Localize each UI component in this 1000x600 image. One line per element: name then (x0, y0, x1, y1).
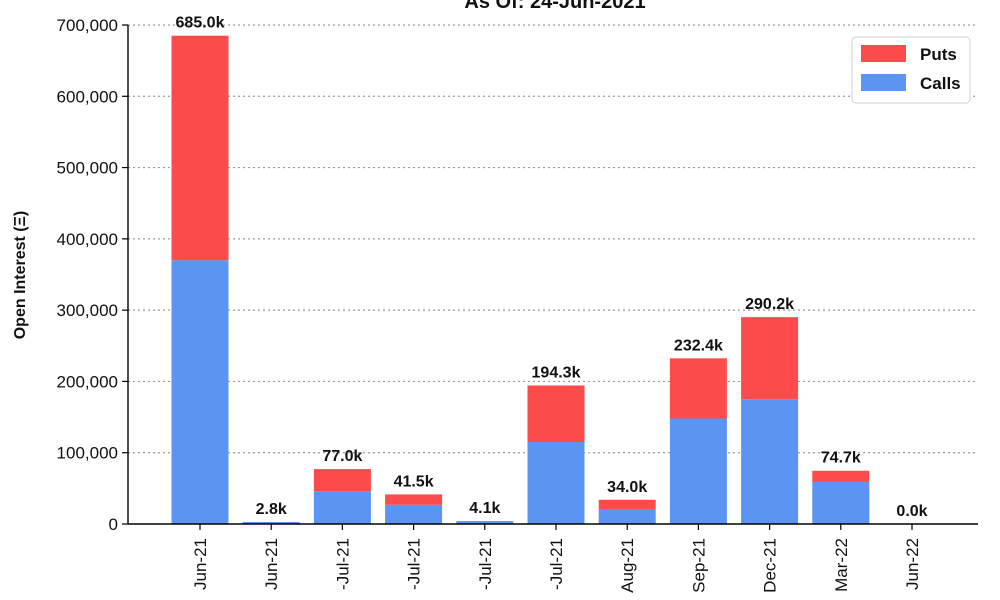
bar-total-label: 74.7k (821, 450, 861, 467)
axes (127, 25, 978, 525)
bar-calls (171, 260, 229, 524)
bars (171, 35, 870, 524)
bar-calls (242, 522, 300, 524)
bar-puts (171, 35, 229, 261)
bar-total-label: 4.1k (469, 500, 500, 517)
y-tick-label: 100,000 (57, 444, 118, 463)
y-axis-label: Open Interest (Ξ) (12, 211, 29, 340)
bar-puts (385, 494, 443, 505)
x-tick-label: Mar-22 (832, 538, 851, 592)
x-tick-label: Jun-21 (191, 538, 210, 590)
legend-label-puts: Puts (920, 45, 957, 64)
x-tick-label: Jun-21 (262, 538, 281, 590)
x-tick-label: -Jul-21 (547, 538, 566, 590)
bar-calls (741, 399, 799, 524)
bar-total-label: 2.8k (256, 501, 287, 518)
y-tick-label: 200,000 (57, 372, 118, 391)
bar-total-label: 194.3k (532, 364, 581, 381)
bar-total-label: 232.4k (674, 337, 723, 354)
bar-puts (741, 317, 799, 400)
bar-puts (598, 499, 656, 510)
x-tick-label: Jun-22 (903, 538, 922, 590)
y-tick-label: 700,000 (57, 16, 118, 35)
y-tick-label: 300,000 (57, 301, 118, 320)
y-tick-label: 400,000 (57, 230, 118, 249)
legend: Puts Calls (851, 36, 971, 104)
bar-calls (385, 504, 443, 524)
bar-total-label: 685.0k (176, 15, 225, 32)
bar-calls (669, 418, 727, 524)
bar-puts (669, 358, 727, 419)
x-tick-label: -Jul-21 (405, 538, 424, 590)
x-tick-label: Sep-21 (689, 538, 708, 593)
legend-swatch-calls (861, 74, 906, 91)
bar-total-label: 41.5k (394, 473, 434, 490)
x-tick-label: -Jul-21 (333, 538, 352, 590)
y-tick-label: 0 (109, 515, 118, 534)
bar-puts (313, 469, 371, 492)
bar-total-label: 34.0k (607, 479, 647, 496)
bar-total-label: 77.0k (322, 448, 362, 465)
legend-swatch-puts (861, 45, 906, 62)
bar-totals: 685.0k 2.8k 77.0k 41.5k 4.1k 194.3k 34.0k 232.4… (176, 15, 928, 520)
bar-calls (456, 521, 514, 524)
chart-title: As Of: 24-Jun-2021 (464, 0, 645, 13)
y-ticks: 0 100,000 200,000 300,000 400,000 500,000 600,… (57, 16, 128, 534)
bar-calls (598, 509, 656, 524)
y-tick-label: 500,000 (57, 159, 118, 178)
y-tick-label: 600,000 (57, 87, 118, 106)
bar-puts (812, 470, 870, 482)
x-tick-label: Aug-21 (618, 538, 637, 593)
grid (128, 24, 978, 454)
bar-calls (812, 481, 870, 524)
x-ticks: Jun-21 Jun-21 -Jul-21 -Jul-21 -Jul-21 -Jul-21… (191, 524, 922, 593)
x-tick-label: -Jul-21 (476, 538, 495, 590)
legend-label-calls: Calls (920, 74, 961, 93)
x-tick-label: Dec-21 (761, 538, 780, 593)
bar-puts (527, 385, 585, 443)
bar-total-label: 0.0k (896, 503, 927, 520)
bar-calls (313, 491, 371, 524)
bar-calls (527, 442, 585, 524)
bar-total-label: 290.2k (745, 296, 794, 313)
